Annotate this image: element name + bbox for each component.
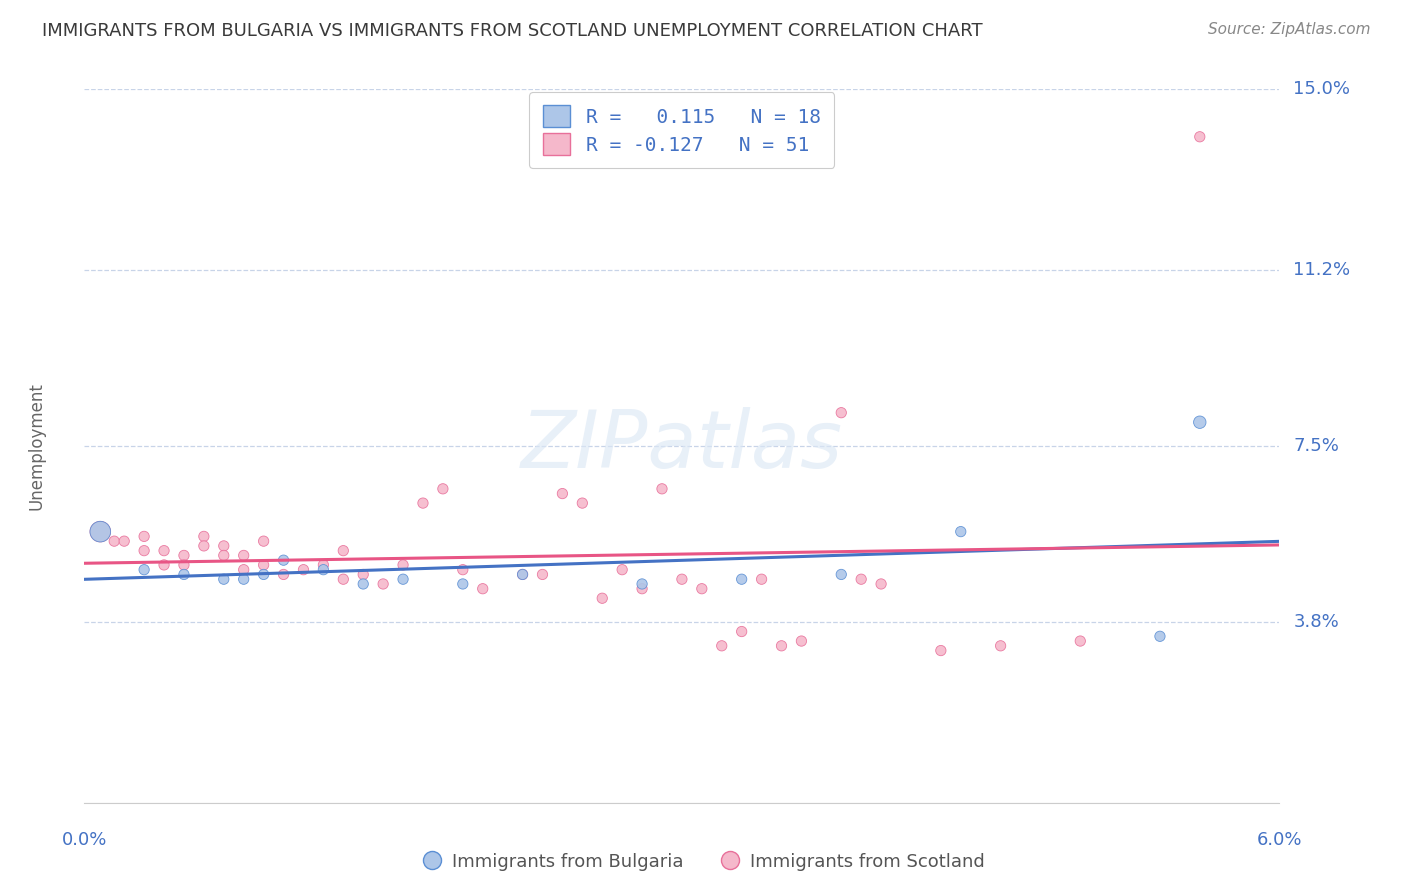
Point	[710, 639, 733, 653]
Point	[132, 543, 156, 558]
Point	[770, 639, 793, 653]
Point	[512, 567, 534, 582]
Legend: R =   0.115   N = 18, R = -0.127   N = 51: R = 0.115 N = 18, R = -0.127 N = 51	[530, 92, 834, 169]
Point	[132, 529, 156, 543]
Point	[373, 577, 395, 591]
Point	[612, 563, 634, 577]
Point	[870, 577, 893, 591]
Text: Source: ZipAtlas.com: Source: ZipAtlas.com	[1208, 22, 1371, 37]
Point	[731, 572, 754, 586]
Point	[471, 582, 494, 596]
Point	[312, 558, 335, 572]
Point	[112, 534, 135, 549]
Point	[153, 558, 176, 572]
Point	[1069, 634, 1091, 648]
Point	[232, 572, 254, 586]
Point	[103, 534, 125, 549]
Point	[432, 482, 454, 496]
Point	[451, 577, 474, 591]
Point	[531, 567, 554, 582]
Point	[132, 563, 156, 577]
Point	[851, 572, 873, 586]
Point	[1149, 629, 1171, 643]
Point	[352, 567, 374, 582]
Point	[392, 558, 415, 572]
Point	[153, 543, 176, 558]
Point	[89, 524, 111, 539]
Point	[232, 549, 254, 563]
Point	[571, 496, 593, 510]
Point	[1188, 129, 1211, 144]
Point	[949, 524, 972, 539]
Text: 15.0%: 15.0%	[1294, 80, 1350, 98]
Text: 6.0%: 6.0%	[1257, 830, 1302, 848]
Point	[173, 567, 195, 582]
Point	[89, 524, 111, 539]
Point	[292, 563, 315, 577]
Point	[212, 572, 235, 586]
Point	[790, 634, 813, 648]
Point	[352, 577, 374, 591]
Point	[671, 572, 693, 586]
Point	[193, 539, 215, 553]
Point	[1188, 415, 1211, 429]
Point	[690, 582, 713, 596]
Point	[212, 549, 235, 563]
Text: 7.5%: 7.5%	[1294, 437, 1340, 455]
Point	[232, 563, 254, 577]
Point	[173, 549, 195, 563]
Point	[451, 563, 474, 577]
Text: 3.8%: 3.8%	[1294, 613, 1339, 631]
Point	[332, 543, 354, 558]
Text: ZIPatlas: ZIPatlas	[520, 407, 844, 485]
Point	[253, 534, 276, 549]
Point	[591, 591, 613, 606]
Point	[173, 558, 195, 572]
Point	[312, 563, 335, 577]
Point	[392, 572, 415, 586]
Point	[731, 624, 754, 639]
Point	[253, 558, 276, 572]
Point	[253, 567, 276, 582]
Point	[332, 572, 354, 586]
Text: Unemployment: Unemployment	[28, 382, 45, 510]
Point	[990, 639, 1012, 653]
Point	[830, 406, 852, 420]
Point	[412, 496, 434, 510]
Point	[751, 572, 773, 586]
Text: IMMIGRANTS FROM BULGARIA VS IMMIGRANTS FROM SCOTLAND UNEMPLOYMENT CORRELATION CH: IMMIGRANTS FROM BULGARIA VS IMMIGRANTS F…	[42, 22, 983, 40]
Point	[273, 567, 295, 582]
Point	[512, 567, 534, 582]
Legend: Immigrants from Bulgaria, Immigrants from Scotland: Immigrants from Bulgaria, Immigrants fro…	[413, 845, 993, 879]
Point	[830, 567, 852, 582]
Point	[631, 582, 654, 596]
Text: 11.2%: 11.2%	[1294, 261, 1351, 279]
Point	[651, 482, 673, 496]
Point	[631, 577, 654, 591]
Point	[193, 529, 215, 543]
Point	[929, 643, 952, 657]
Point	[273, 553, 295, 567]
Text: 0.0%: 0.0%	[62, 830, 107, 848]
Point	[212, 539, 235, 553]
Point	[551, 486, 574, 500]
